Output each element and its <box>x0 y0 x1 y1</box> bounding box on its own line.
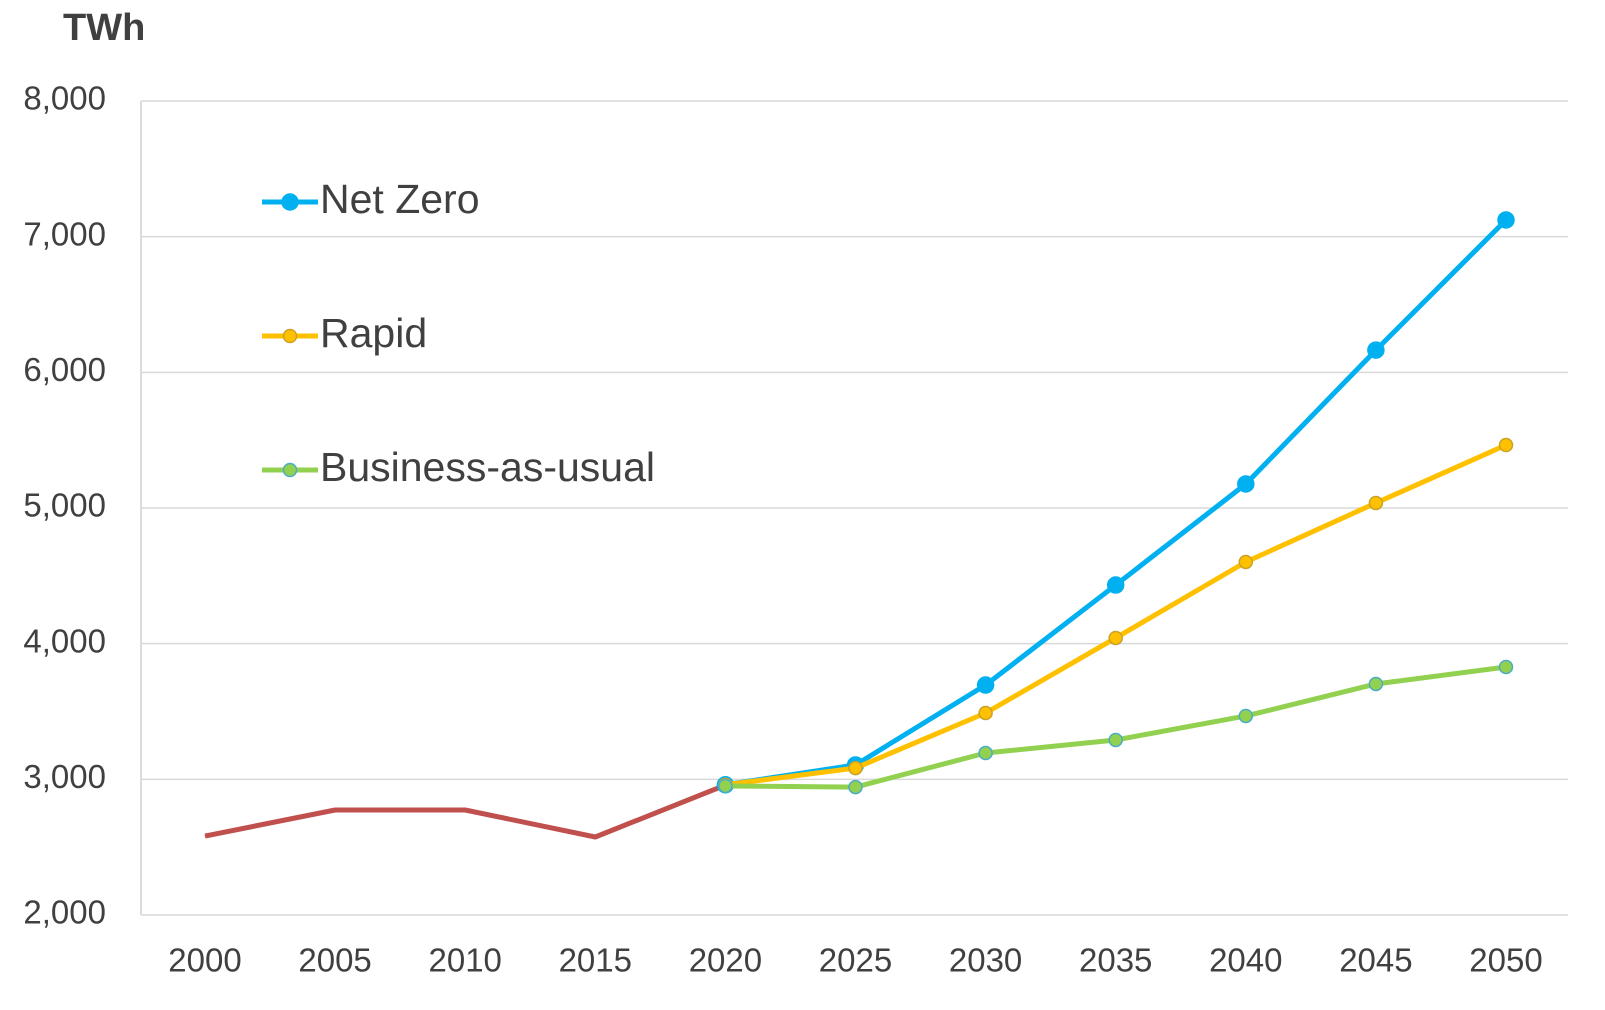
x-tick-label: 2015 <box>559 942 632 979</box>
data-point <box>718 778 733 794</box>
x-tick-label: 2030 <box>949 942 1022 979</box>
data-point <box>848 779 863 795</box>
data-point <box>1237 475 1255 493</box>
y-tick-label: 2,000 <box>23 894 106 931</box>
y-tick-label: 8,000 <box>23 80 106 117</box>
legend-label: Rapid <box>320 310 427 356</box>
y-tick-label: 4,000 <box>23 622 106 659</box>
data-point <box>1108 630 1123 646</box>
data-point <box>1368 495 1384 511</box>
legend-marker <box>281 193 299 211</box>
x-tick-label: 2035 <box>1079 942 1152 979</box>
data-point <box>1498 659 1514 675</box>
legend-label: Net Zero <box>320 176 480 222</box>
x-tick-label: 2025 <box>819 942 892 979</box>
x-tick-label: 2020 <box>689 942 762 979</box>
data-point <box>1498 437 1514 453</box>
data-point <box>1497 211 1515 229</box>
legend-label: Business-as-usual <box>320 444 655 490</box>
x-tick-label: 2050 <box>1469 942 1542 979</box>
x-tick-label: 2005 <box>298 942 371 979</box>
y-tick-label: 7,000 <box>23 215 106 252</box>
data-point <box>978 705 993 721</box>
y-tick-label: 3,000 <box>23 758 106 795</box>
x-tick-label: 2010 <box>428 942 501 979</box>
legend-marker <box>282 462 298 478</box>
legend-marker <box>282 328 298 344</box>
series-line <box>204 782 727 840</box>
data-point <box>1367 341 1385 359</box>
data-point <box>976 676 995 694</box>
x-tick-label: 2040 <box>1209 942 1282 979</box>
data-point <box>1106 576 1125 594</box>
y-tick-label: 6,000 <box>23 351 106 388</box>
data-point <box>1368 676 1384 692</box>
y-axis-label: TWh <box>63 7 145 49</box>
x-tick-label: 2045 <box>1339 942 1412 979</box>
data-point <box>1238 708 1254 724</box>
series-line <box>725 218 1508 788</box>
x-tick-label: 2000 <box>168 942 241 979</box>
data-point <box>978 745 993 761</box>
y-tick-label: 5,000 <box>23 487 106 524</box>
data-point <box>848 760 863 776</box>
data-point <box>1108 732 1123 748</box>
data-point <box>1238 554 1254 570</box>
